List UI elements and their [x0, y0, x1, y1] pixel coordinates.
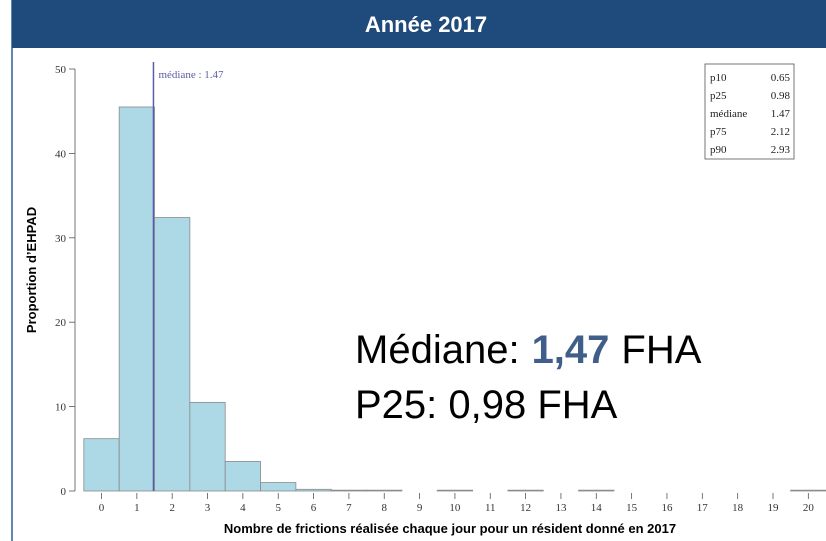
y-tick-label: 50: [55, 64, 67, 76]
stats-box: p10 0.65 p25 0.98 médiane 1.47 p75 2.12 p90 2.93: [704, 63, 795, 160]
x-tick-label: 9: [417, 502, 423, 514]
callout-line1: Médiane: 1,47 FHA: [355, 328, 702, 372]
stat-name: p25: [710, 90, 727, 102]
x-tick-label: 14: [591, 502, 603, 514]
bar: [224, 461, 261, 492]
x-tick-label: 8: [381, 502, 387, 514]
title-bar: [12, 0, 826, 48]
x-tick-label: 15: [626, 502, 638, 514]
x-tick-label: 19: [767, 502, 779, 514]
x-tick-label: 20: [803, 502, 815, 514]
x-tick-label: 5: [275, 502, 281, 514]
y-tick-label: 20: [55, 317, 67, 329]
stat-name: médiane: [710, 108, 747, 120]
bar: [154, 217, 191, 492]
bar: [118, 106, 155, 492]
bar: [578, 489, 615, 492]
bar: [366, 489, 403, 492]
stats-rows: p10 0.65 p25 0.98 médiane 1.47 p75 2.12 p90 2.93: [710, 72, 791, 156]
callout-line2: P25: 0,98 FHA: [355, 383, 618, 427]
bar: [330, 489, 367, 492]
y-tick-label: 40: [55, 148, 67, 160]
x-tick-label: 1: [134, 502, 140, 514]
x-tick-label: 17: [697, 502, 709, 514]
bar: [436, 489, 473, 492]
bar: [295, 488, 332, 492]
y-tick-label: 10: [55, 402, 67, 414]
bar: [189, 401, 226, 492]
bar: [260, 482, 297, 492]
x-tick-label: 2: [169, 502, 175, 514]
median-label: médiane : 1.47: [158, 69, 224, 81]
stat-name: p90: [710, 144, 727, 156]
x-tick-label: 7: [346, 502, 352, 514]
x-tick-label: 13: [555, 502, 567, 514]
y-tick-label: 0: [61, 486, 67, 498]
stat-value: 0.65: [771, 72, 791, 84]
x-tick-label: 6: [311, 502, 317, 514]
x-tick-label: 3: [205, 502, 211, 514]
y-axis-label: Proportion d’EHPAD: [24, 207, 39, 333]
y-tick-label: 30: [55, 233, 67, 245]
x-tick-label: 10: [449, 502, 461, 514]
x-tick-label: 0: [99, 502, 105, 514]
stat-value: 1.47: [771, 108, 791, 120]
x-tick-label: 4: [240, 502, 246, 514]
stat-name: p10: [710, 72, 727, 84]
chart-title: Année 2017: [365, 12, 487, 37]
x-tick-label: 16: [661, 502, 673, 514]
stats-frame: [704, 63, 795, 160]
stat-value: 2.93: [771, 144, 791, 156]
callout-value: 1,47: [532, 328, 610, 372]
stat-name: p75: [710, 126, 727, 138]
callout-prefix: Médiane:: [355, 328, 520, 372]
callout-unit: FHA: [621, 328, 701, 372]
x-tick-label: 11: [485, 502, 496, 514]
bar: [790, 489, 826, 492]
x-tick-label: 18: [732, 502, 744, 514]
x-tick-label: 12: [520, 502, 531, 514]
stat-value: 0.98: [771, 90, 791, 102]
bar: [507, 489, 544, 492]
stat-value: 2.12: [771, 126, 790, 138]
x-axis-label: Nombre de frictions réalisée chaque jour…: [224, 521, 676, 536]
bar: [83, 438, 120, 492]
